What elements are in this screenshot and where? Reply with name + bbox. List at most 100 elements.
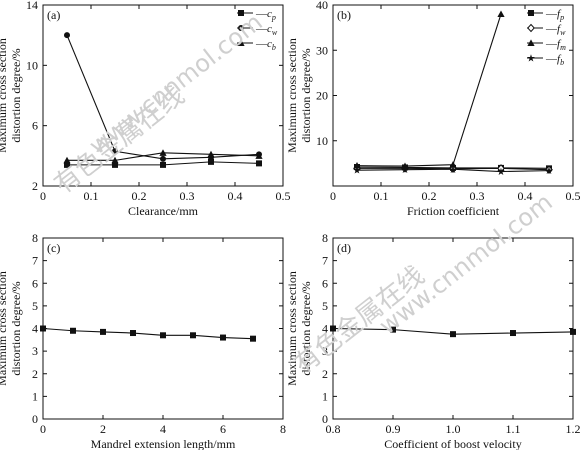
y-axis-label: Maximum cross sectiondistortion degree/% [0,38,23,153]
x-tick-label: 6 [220,422,226,436]
y-axis-label-line: Maximum cross section [0,271,9,386]
data-point: ★ [449,165,458,176]
legend: —fp—fw—fm★ —fb [527,8,567,67]
panel-label: (d) [337,241,351,255]
y-axis-label-line: distortion degree/% [299,281,313,375]
legend-marker: ★ [527,54,536,65]
y-axis-label: Maximum cross sectiondistortion degree/% [0,271,23,386]
legend-marker [237,39,245,46]
y-axis-label: Maximum cross sectiondistortion degree/% [285,271,313,386]
data-point [330,325,336,332]
series-1 [64,158,262,168]
chart-panel-4: 0.8 0.9 1.0 1.1 1.2 0 1 2 3 4 5 6 7 8 Coefficient of b… [285,231,581,450]
y-tick-label: 1 [322,389,328,403]
x-tick-label: 1.1 [506,422,521,436]
data-point: ★ [545,166,554,177]
data-point [220,334,226,341]
data-point [353,162,361,169]
y-tick-label: 10 [316,134,328,148]
legend-sub: p [559,13,564,22]
chart-panel-1: 0 0.1 0.2 0.3 0.4 0.5 2 6 10 14 Clearance/mm Maximu… [0,0,291,218]
data-point: ★ [353,166,362,177]
plot-frame [42,4,284,187]
legend-label: —fp [545,8,564,22]
x-tick-label: 0 [40,189,46,203]
data-point [64,161,70,168]
legend-dash: — [545,38,558,50]
data-point [64,32,70,39]
y-tick-label: 8 [322,231,328,245]
data-point [449,161,457,168]
data-point [112,161,118,168]
y-axis-label-line: distortion degree/% [299,48,313,142]
data-point [207,150,215,158]
x-tick-label: 0.5 [276,189,291,203]
y-tick-label: 4 [322,322,328,336]
x-tick-label: 0.5 [566,189,581,203]
x-tick-label: 1.0 [446,422,461,436]
legend-dash: — [255,8,268,20]
series-line [356,13,502,167]
y-tick-label: 3 [32,344,38,358]
legend-name: c [267,38,272,50]
legend-marker [238,25,244,31]
legend-marker [527,39,535,46]
plot-frame [332,237,574,420]
plot-frame [332,4,574,187]
legend-label: —fw [545,23,566,37]
legend-sub: b [560,58,564,67]
x-tick-label: 0.2 [132,189,147,203]
y-tick-label: 2 [32,179,38,193]
x-tick-label: 0.4 [518,189,533,203]
data-point [250,335,256,342]
y-tick-label: 40 [316,0,328,12]
series-3 [63,149,263,164]
data-point [570,328,576,335]
data-point [256,160,262,167]
x-tick-label: 1.2 [566,422,581,436]
plot-frame [42,237,284,420]
data-point [390,326,396,333]
legend-sub: p [271,13,276,22]
legend-label: —fb [545,53,564,67]
y-tick-label: 14 [26,0,38,12]
y-tick-label: 10 [26,58,38,72]
data-point [401,162,409,170]
x-tick-label: 0.1 [84,189,99,203]
y-axis-label-line: distortion degree/% [9,48,23,142]
legend-label: —fm [545,38,566,52]
x-tick-label: 0 [330,189,336,203]
chart-panel-2: 0 0.1 0.2 0.3 0.4 0.5 10 20 30 40 Friction coeffic… [285,0,581,218]
data-point [208,158,214,165]
series-4: ★ ★ ★ ★ ★ [353,165,554,178]
data-point [111,156,119,164]
y-tick-label: 7 [322,254,328,268]
data-point [100,328,106,335]
x-tick-label: 4 [160,422,166,436]
legend-name: f [557,23,562,35]
legend-dash: — [545,23,558,35]
y-axis-label-line: Maximum cross section [285,38,299,153]
x-tick-label: 0.3 [180,189,195,203]
panel-label: (a) [47,8,60,22]
chart-panel-3: 0 2 4 6 8 0 1 2 3 4 5 6 7 8 Mandrel extension length/m… [0,231,286,450]
y-tick-label: 5 [32,299,38,313]
y-tick-label: 2 [32,367,38,381]
x-tick-label: 0.9 [386,422,401,436]
data-point [70,327,76,334]
y-tick-label: 8 [32,231,38,245]
x-tick-label: 0.1 [374,189,389,203]
legend-dash: — [255,23,268,35]
data-point [545,165,553,174]
y-tick-label: 20 [316,89,328,103]
data-point [112,148,118,155]
y-tick-label: 6 [322,276,328,290]
legend-dash: — [255,38,268,50]
series-line [66,34,260,160]
data-point [160,332,166,339]
data-point [510,330,516,337]
data-point [130,330,136,337]
series-line [356,168,550,173]
legend-name: f [557,38,562,50]
